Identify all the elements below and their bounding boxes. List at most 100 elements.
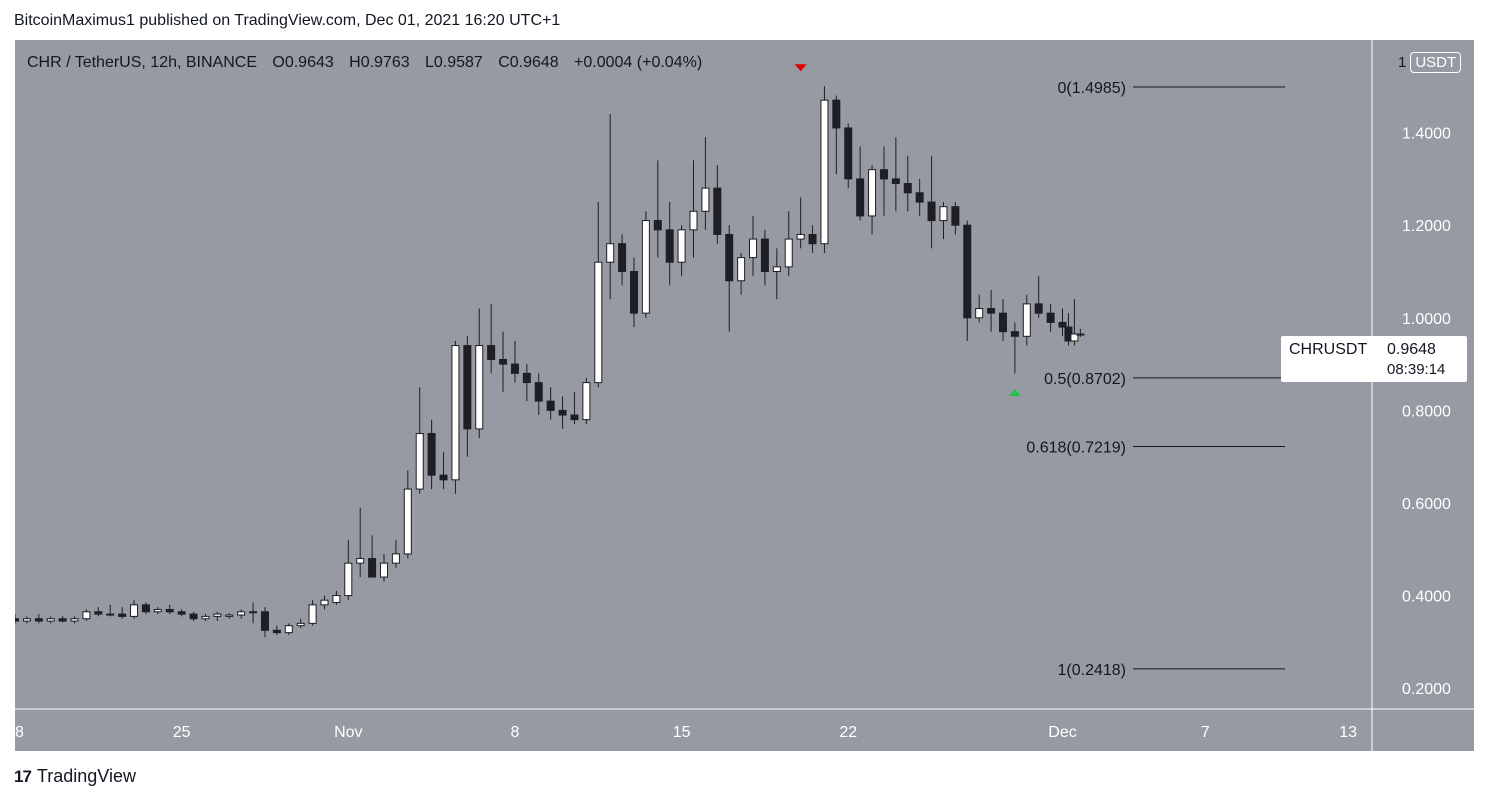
bear-candle-body — [844, 127, 853, 180]
y-tick-label: 0.8000 — [1402, 403, 1451, 420]
bear-candle-body — [987, 308, 996, 314]
price-tag-countdown: 08:39:14 — [1387, 361, 1446, 378]
candle — [58, 615, 67, 623]
candle — [1070, 299, 1079, 346]
fib-level-label: 0.5(0.8702) — [1044, 371, 1126, 388]
bull-candle-body — [475, 345, 484, 430]
bear-candle-body — [891, 178, 900, 185]
candle — [1010, 322, 1019, 374]
candle — [106, 604, 115, 617]
y-tick-label: 1.0000 — [1402, 311, 1451, 328]
candle — [415, 387, 424, 494]
bear-candle-body — [368, 558, 377, 578]
candle — [46, 616, 55, 624]
candle — [987, 290, 996, 332]
candle — [820, 86, 829, 253]
bear-candle-body — [951, 206, 960, 226]
bear-candle-body — [439, 474, 448, 481]
candle — [22, 616, 31, 624]
bull-candle-body — [868, 169, 877, 217]
chart-area[interactable]: 0(1.4985) 0.5(0.8702) 0.618(0.7219) 1(0.241… — [15, 40, 1474, 751]
bull-candle-body — [22, 618, 31, 622]
candles-layer — [15, 86, 1085, 638]
bear-candle-body — [260, 611, 269, 631]
candle — [237, 609, 246, 619]
candle — [796, 197, 805, 249]
candlestick-chart[interactable]: 0(1.4985) 0.5(0.8702) 0.618(0.7219) 1(0.241… — [15, 40, 1474, 751]
candle — [439, 452, 448, 490]
last-price-tag: CHRUSDT 0.9648 08:39:14 — [1281, 336, 1467, 382]
open-value: 0.9643 — [284, 54, 334, 71]
bear-candle-body — [463, 345, 472, 430]
candle — [177, 609, 186, 617]
currency-button[interactable]: USDT — [1410, 52, 1462, 73]
bear-candle-body — [177, 611, 186, 615]
x-tick-label: 13 — [1339, 724, 1357, 741]
bull-candle-body — [737, 257, 746, 282]
y-tick-label: 0.2000 — [1402, 681, 1451, 698]
y-tick-label: 1.4000 — [1402, 126, 1451, 143]
candle — [975, 294, 984, 323]
bear-candle-body — [510, 363, 519, 374]
candle — [189, 611, 198, 622]
y-tick-label: 1.2000 — [1402, 218, 1451, 235]
candle — [332, 590, 341, 605]
bull-candle-body — [1070, 333, 1079, 342]
bear-candle-body — [94, 611, 103, 615]
candle — [249, 602, 258, 624]
bear-candle-body — [725, 233, 734, 282]
bull-candle-body — [403, 488, 412, 555]
bear-candle-body — [629, 270, 638, 314]
candle — [665, 202, 674, 286]
bear-candle-body — [487, 345, 496, 360]
bear-candle-body — [546, 400, 555, 411]
fib-level-label: 1(0.2418) — [1058, 662, 1127, 679]
x-tick-label: 25 — [173, 724, 191, 741]
bull-candle-body — [772, 266, 781, 272]
candle — [677, 225, 686, 277]
fib-level-label: 0.618(0.7219) — [1026, 440, 1126, 457]
bull-candle-body — [415, 433, 424, 490]
bull-candle-body — [641, 220, 650, 314]
bear-candle-body — [903, 183, 912, 194]
candle — [725, 225, 734, 332]
bull-candle-body — [606, 243, 615, 263]
candle — [594, 202, 603, 388]
bear-candle-body — [427, 433, 436, 476]
bear-candle-body — [998, 312, 1007, 333]
candle — [510, 340, 519, 383]
bear-candle-body — [165, 608, 174, 613]
bear-candle-body — [713, 187, 722, 235]
candle — [641, 211, 650, 318]
candle — [963, 220, 972, 341]
bull-candle-body — [320, 599, 329, 606]
candle — [844, 123, 853, 189]
bear-candle-body — [1010, 331, 1019, 337]
bear-candle-body — [499, 358, 508, 365]
close-label: C — [498, 54, 510, 71]
bear-candle-body — [927, 201, 936, 222]
bear-candle-body — [141, 604, 150, 613]
candle — [368, 535, 377, 578]
bull-candle-body — [689, 210, 698, 231]
x-tick-label: Nov — [334, 724, 362, 741]
bull-candle-body — [201, 615, 210, 620]
candle — [1022, 294, 1031, 346]
candle — [82, 609, 91, 622]
candle — [260, 607, 269, 638]
markers-layer — [794, 64, 1021, 396]
bear-candle-body — [808, 233, 817, 245]
bear-candle-body — [1046, 312, 1055, 323]
bull-candle-body — [308, 604, 317, 624]
bear-candle-body — [856, 178, 865, 217]
candle — [308, 600, 317, 626]
bear-candle-body — [558, 409, 567, 416]
fib-levels-layer: 0(1.4985) 0.5(0.8702) 0.618(0.7219) 1(0.241… — [1026, 80, 1285, 679]
tradingview-logo[interactable]: 17 TradingView — [14, 766, 136, 787]
currency-selector[interactable]: 1 USDT — [1398, 52, 1462, 73]
bear-candle-body — [15, 618, 19, 622]
tradingview-logo-icon: 17 — [14, 766, 32, 786]
bear-candle-body — [272, 629, 281, 634]
bull-candle-body — [975, 308, 984, 319]
tradingview-brand: TradingView — [36, 766, 136, 786]
